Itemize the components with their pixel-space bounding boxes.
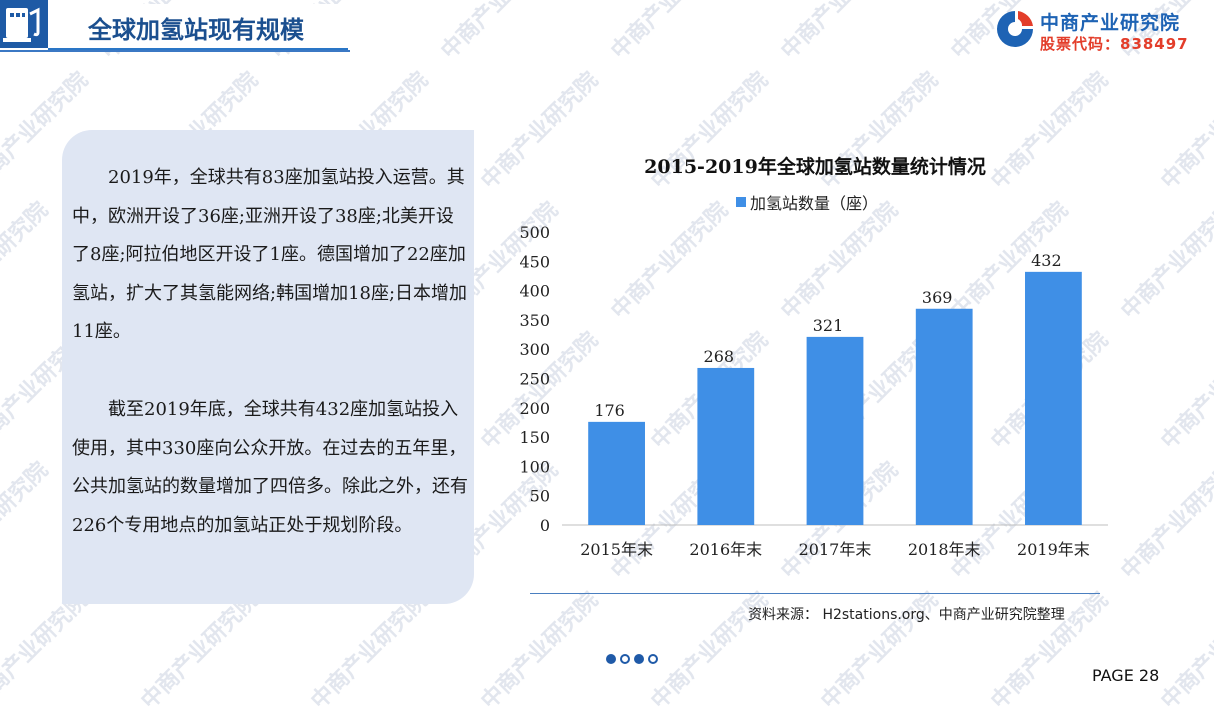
watermark-text: 中商产业研究院: [306, 587, 433, 714]
x-tick-label: 2019年末: [1017, 540, 1090, 559]
brand-logo-icon: [997, 11, 1033, 47]
x-tick-label: 2015年末: [580, 540, 653, 559]
y-tick-label: 0: [540, 516, 550, 535]
watermark-text: 中商产业研究院: [0, 587, 93, 714]
bar: [1025, 271, 1082, 525]
watermark-text: 中商产业研究院: [1156, 327, 1214, 454]
y-tick-label: 400: [519, 282, 550, 301]
fuel-station-icon: [0, 0, 48, 48]
y-tick-label: 250: [519, 370, 550, 389]
watermark-text: 中商产业研究院: [1116, 457, 1214, 584]
bar: [697, 367, 755, 525]
data-label: 268: [704, 347, 735, 366]
watermark-text: 中商产业研究院: [1156, 587, 1214, 714]
watermark-text: 中商产业研究院: [606, 0, 733, 64]
y-tick-label: 100: [519, 457, 550, 476]
y-tick-label: 200: [519, 399, 550, 418]
y-tick-label: 500: [519, 223, 550, 242]
chart-legend: 加氢站数量（座）: [736, 190, 878, 214]
summary-panel: 2019年，全球共有83座加氢站投入运营。其中，欧洲开设了36座;亚洲开设了38…: [62, 130, 474, 604]
pagination-dot[interactable]: [606, 654, 616, 664]
y-tick-label: 150: [519, 428, 550, 447]
data-label: 369: [922, 288, 953, 307]
watermark-text: 中商产业研究院: [0, 197, 53, 324]
bar: [806, 336, 864, 525]
source-note: 资料来源： H2stations.org、中商产业研究院整理: [748, 607, 1065, 623]
page-title: 全球加氢站现有规模: [88, 15, 304, 44]
y-tick-label: 300: [519, 340, 550, 359]
brand-stock-code: 股票代码：838497: [1040, 35, 1189, 53]
summary-paragraph-1: 2019年，全球共有83座加氢站投入运营。其中，欧洲开设了36座;亚洲开设了38…: [72, 167, 468, 342]
watermark-text: 中商产业研究院: [776, 0, 903, 64]
watermark-text: 中商产业研究院: [1156, 67, 1214, 194]
pagination-dot[interactable]: [620, 654, 630, 664]
brand-block: 中商产业研究院 股票代码：838497: [994, 6, 1206, 54]
legend-label: 加氢站数量（座）: [750, 194, 879, 213]
chart-divider: [530, 593, 1100, 594]
x-tick-label: 2017年末: [799, 540, 872, 559]
bar: [915, 308, 973, 525]
header-title-box: 全球加氢站现有规模: [48, 4, 348, 51]
x-tick-label: 2016年末: [689, 540, 762, 559]
watermark-text: 中商产业研究院: [476, 587, 603, 714]
x-tick-label: 2018年末: [908, 540, 981, 559]
header-divider: [0, 50, 350, 52]
data-label: 321: [813, 316, 844, 335]
pagination-dot[interactable]: [648, 654, 658, 664]
bar-chart: 0 50 100 150 200 250 300 350 400 450 500 176 2015年末 2…: [519, 223, 1108, 559]
bar: [588, 421, 645, 525]
page-number: PAGE 28: [1092, 666, 1160, 685]
pagination-dots: [606, 654, 662, 664]
watermark-text: 中商产业研究院: [0, 457, 53, 584]
legend-swatch: [736, 197, 746, 207]
y-tick-label: 450: [519, 252, 550, 271]
y-tick-label: 50: [530, 487, 550, 506]
summary-paragraph-2: 截至2019年底，全球共有432座加氢站投入使用，其中330座向公众开放。在过去…: [72, 399, 468, 536]
pagination-dot[interactable]: [634, 654, 644, 664]
data-label: 432: [1031, 251, 1062, 270]
y-tick-label: 350: [519, 311, 550, 330]
watermark-text: 中商产业研究院: [136, 587, 263, 714]
watermark-text: 中商产业研究院: [436, 0, 563, 64]
data-label: 176: [594, 401, 625, 420]
watermark-text: 中商产业研究院: [1116, 197, 1214, 324]
brand-name: 中商产业研究院: [1040, 12, 1181, 34]
chart-title: 2015-2019年全球加氢站数量统计情况: [644, 156, 986, 178]
